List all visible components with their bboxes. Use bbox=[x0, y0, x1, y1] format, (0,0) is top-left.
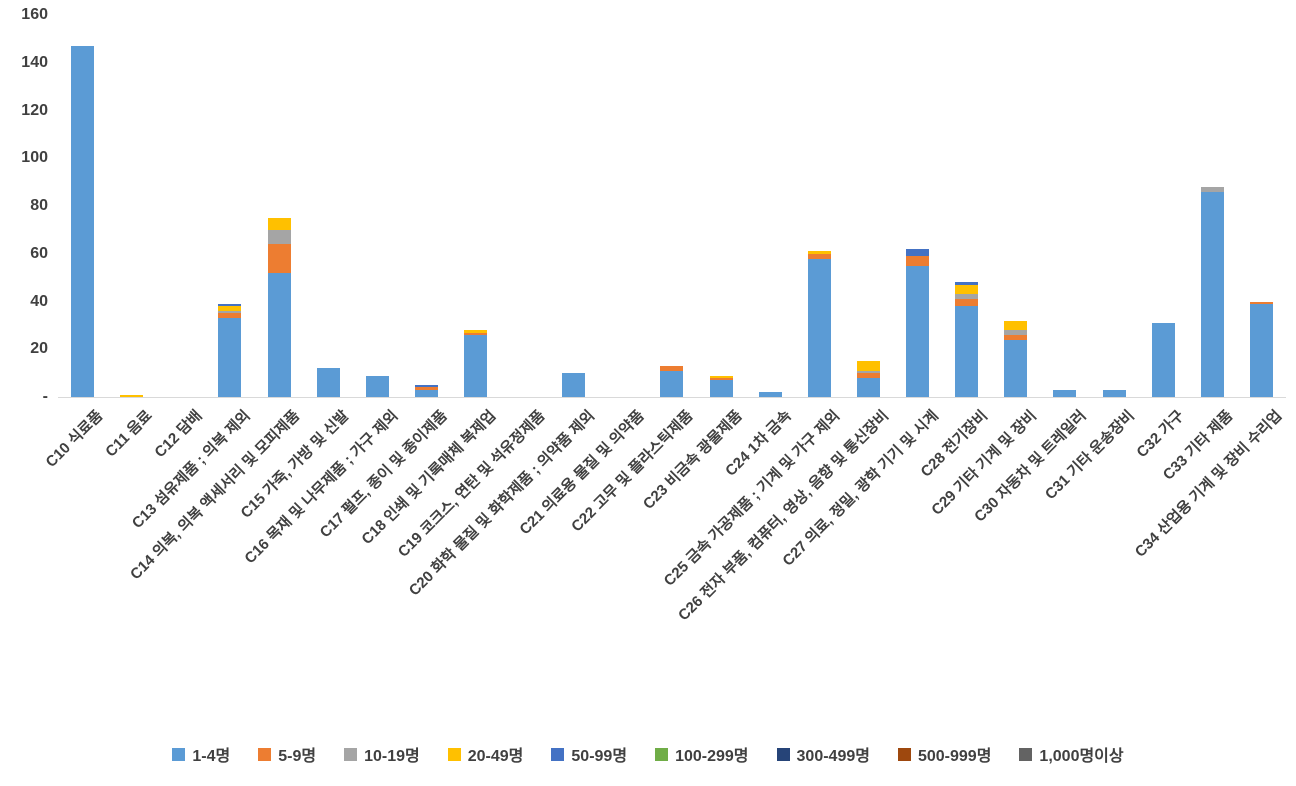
bar-segment bbox=[955, 282, 978, 285]
legend-item: 300-499명 bbox=[776, 742, 870, 766]
x-axis-label: C10 식료품 bbox=[42, 407, 107, 471]
bar-segment bbox=[71, 46, 94, 397]
legend-swatch bbox=[897, 747, 911, 761]
legend-swatch bbox=[447, 747, 461, 761]
y-axis-tick-label: 80 bbox=[30, 197, 48, 214]
y-axis-tick-label: 160 bbox=[21, 6, 48, 23]
legend-swatch bbox=[551, 747, 565, 761]
bar-segment bbox=[268, 244, 291, 273]
legend-label: 1-4명 bbox=[192, 748, 231, 765]
bar-segment bbox=[955, 299, 978, 306]
legend: 1-4명 5-9명 10-19명 20-49명 50-99명 100-299명 300-49… bbox=[0, 742, 1296, 766]
legend-swatch bbox=[1019, 747, 1033, 761]
bar-segment bbox=[906, 266, 929, 397]
bar-segment bbox=[464, 330, 487, 333]
bar-segment bbox=[857, 371, 880, 373]
bar-segment bbox=[710, 380, 733, 397]
legend-item: 5-9명 bbox=[258, 742, 316, 766]
legend-label: 300-499명 bbox=[796, 748, 870, 765]
x-axis-line bbox=[58, 397, 1286, 398]
bar-segment bbox=[710, 376, 733, 378]
y-axis-tick-label: 40 bbox=[30, 292, 48, 310]
bar-segment bbox=[218, 313, 241, 318]
bar-segment bbox=[857, 361, 880, 371]
bar-segment bbox=[268, 218, 291, 230]
bar-segment bbox=[710, 378, 733, 380]
bar-segment bbox=[660, 366, 683, 371]
bar-segment bbox=[218, 311, 241, 313]
bar-segment bbox=[1152, 323, 1175, 397]
bar-segment bbox=[1250, 304, 1273, 397]
legend-swatch bbox=[655, 747, 669, 761]
bar-segment bbox=[562, 373, 585, 397]
legend-item: 50-99명 bbox=[551, 742, 627, 766]
legend-item: 1,000명이상 bbox=[1019, 742, 1124, 766]
bar-segment bbox=[268, 230, 291, 244]
bar-segment bbox=[808, 259, 831, 397]
legend-item: 500-999명 bbox=[897, 742, 992, 766]
bar-segment bbox=[366, 376, 389, 397]
legend-item: 10-19명 bbox=[344, 742, 420, 766]
bar-segment bbox=[906, 249, 929, 256]
bar-segment bbox=[1103, 390, 1126, 397]
legend-swatch bbox=[776, 747, 790, 761]
legend-item: 1-4명 bbox=[172, 742, 230, 766]
legend-label: 10-19명 bbox=[364, 748, 420, 765]
bar-segment bbox=[955, 306, 978, 397]
legend-item: 100-299명 bbox=[655, 742, 749, 766]
bar-segment bbox=[218, 318, 241, 397]
bar-segment bbox=[268, 273, 291, 397]
bar-segment bbox=[464, 333, 487, 335]
legend-swatch bbox=[172, 747, 186, 761]
legend-label: 5-9명 bbox=[278, 748, 317, 765]
bar-segment bbox=[1201, 192, 1224, 397]
legend-swatch bbox=[344, 747, 358, 761]
bar-segment bbox=[808, 254, 831, 259]
bar-segment bbox=[1004, 340, 1027, 397]
bar-segment bbox=[759, 392, 782, 397]
bar-segment bbox=[317, 368, 340, 397]
bar-segment bbox=[218, 306, 241, 311]
bar-segment bbox=[1004, 330, 1027, 335]
bar-segment bbox=[415, 387, 438, 390]
y-axis-tick-label: - bbox=[42, 388, 48, 405]
y-axis-tick-label: 60 bbox=[30, 244, 48, 262]
legend-label: 500-999명 bbox=[917, 748, 992, 765]
bar-segment bbox=[660, 371, 683, 397]
bar-segment bbox=[955, 294, 978, 299]
legend-label: 1,000명이상 bbox=[1039, 748, 1124, 765]
y-axis-tick-label: 20 bbox=[30, 340, 48, 358]
x-axis-label: C11 음료 bbox=[102, 407, 156, 461]
bar-segment bbox=[955, 285, 978, 294]
y-axis-tick-label: 140 bbox=[21, 53, 48, 71]
bar-segment bbox=[1004, 335, 1027, 340]
bar-segment bbox=[218, 304, 241, 306]
legend-label: 20-49명 bbox=[467, 748, 524, 765]
bar-segment bbox=[857, 373, 880, 378]
bar-segment bbox=[1250, 302, 1273, 304]
y-axis-tick-label: 100 bbox=[21, 149, 48, 167]
legend-swatch bbox=[258, 747, 272, 761]
bar-segment bbox=[906, 256, 929, 266]
bar-segment bbox=[1201, 187, 1224, 192]
bar-segment bbox=[1053, 390, 1076, 397]
legend-label: 50-99명 bbox=[571, 748, 628, 765]
bar-segment bbox=[857, 378, 880, 397]
bar-segment bbox=[120, 395, 143, 397]
bar-segment bbox=[808, 251, 831, 254]
bar-segment bbox=[415, 390, 438, 397]
legend-label: 100-299명 bbox=[675, 748, 749, 765]
bar-segment bbox=[464, 335, 487, 397]
bar-segment bbox=[1004, 321, 1027, 330]
y-axis-tick-label: 120 bbox=[21, 101, 48, 119]
bar-segment bbox=[415, 385, 438, 387]
legend-item: 20-49명 bbox=[447, 742, 524, 766]
